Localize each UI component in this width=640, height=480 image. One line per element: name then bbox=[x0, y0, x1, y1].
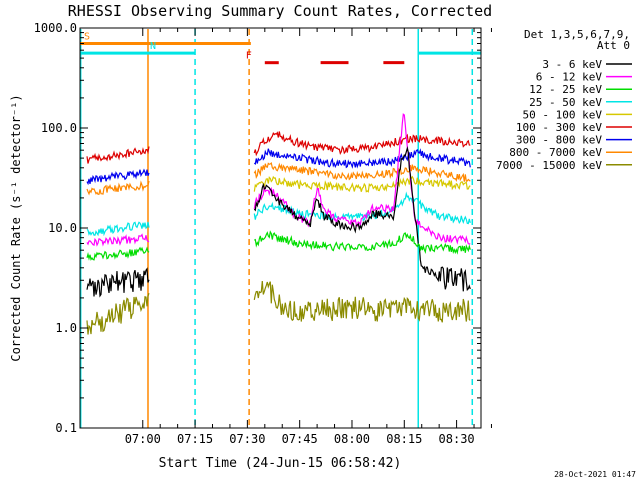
legend-header-line: Att 0 bbox=[597, 39, 630, 52]
flag-label-f: F bbox=[246, 51, 252, 62]
series-6-12-kev-0 bbox=[86, 233, 150, 247]
series-800-7000-kev-0 bbox=[86, 180, 150, 196]
series-800-7000-kev-1 bbox=[253, 161, 471, 183]
series-3-6-kev-1 bbox=[253, 145, 471, 292]
legend-label: 25 - 50 keV bbox=[529, 96, 602, 109]
series-100-300-kev-1 bbox=[253, 131, 471, 157]
y-tick-label: 0.1 bbox=[55, 421, 77, 435]
legend-label: 6 - 12 keV bbox=[536, 71, 603, 84]
legend-label: 7000 - 15000 keV bbox=[496, 159, 602, 172]
y-tick-label: 1000.0 bbox=[34, 21, 77, 35]
series-25-50-kev-0 bbox=[86, 221, 150, 237]
legend-label: 50 - 100 keV bbox=[523, 108, 603, 121]
x-tick-label: 08:30 bbox=[439, 432, 475, 446]
series-25-50-kev-1 bbox=[253, 191, 471, 225]
y-tick-label: 100.0 bbox=[41, 121, 77, 135]
series-12-25-kev-1 bbox=[254, 230, 471, 255]
series-300-800-kev-0 bbox=[86, 168, 150, 186]
y-axis-label: Corrected Count Rate (s⁻¹ detector⁻¹) bbox=[9, 94, 23, 361]
vertical-markers bbox=[79, 29, 474, 428]
legend-label: 100 - 300 keV bbox=[516, 121, 602, 134]
legend-header-line: Det 1,3,5,6,7,9, bbox=[524, 28, 630, 41]
flag-label-s: S bbox=[84, 31, 90, 42]
x-tick-label: 07:30 bbox=[229, 432, 265, 446]
footer-date: 28-Oct-2021 01:47 bbox=[554, 470, 636, 479]
y-tick-label: 10.0 bbox=[48, 221, 77, 235]
x-tick-label: 07:00 bbox=[125, 432, 161, 446]
x-tick-label: 08:15 bbox=[386, 432, 422, 446]
x-tick-label: 07:15 bbox=[177, 432, 213, 446]
y-tick-label: 1.0 bbox=[55, 321, 77, 335]
flag-label-n: N bbox=[150, 41, 156, 52]
x-tick-label: 08:00 bbox=[334, 432, 370, 446]
flag-bars: S N F bbox=[80, 31, 481, 65]
chart-title: RHESSI Observing Summary Count Rates, Co… bbox=[68, 2, 492, 20]
series-lines bbox=[86, 113, 471, 335]
series-7000-15000-kev-1 bbox=[253, 280, 471, 323]
axes: 07:00 07:15 07:30 07:45 08:00 08:15 08:30 0.1 1.… bbox=[34, 21, 492, 446]
x-tick-label: 07:45 bbox=[282, 432, 318, 446]
series-3-6-kev-0 bbox=[86, 267, 150, 298]
legend-label: 300 - 800 keV bbox=[516, 134, 602, 147]
series-100-300-kev-0 bbox=[86, 146, 150, 164]
series-7000-15000-kev-0 bbox=[86, 292, 150, 335]
legend-label: 800 - 7000 keV bbox=[509, 146, 602, 159]
x-axis-label: Start Time (24-Jun-15 06:58:42) bbox=[159, 456, 402, 471]
series-12-25-kev-0 bbox=[86, 246, 150, 261]
legend-label: 3 - 6 keV bbox=[542, 58, 602, 71]
series-300-800-kev-1 bbox=[253, 148, 471, 169]
series-50-100-kev-0 bbox=[253, 175, 471, 193]
legend-label: 12 - 25 keV bbox=[529, 83, 602, 96]
